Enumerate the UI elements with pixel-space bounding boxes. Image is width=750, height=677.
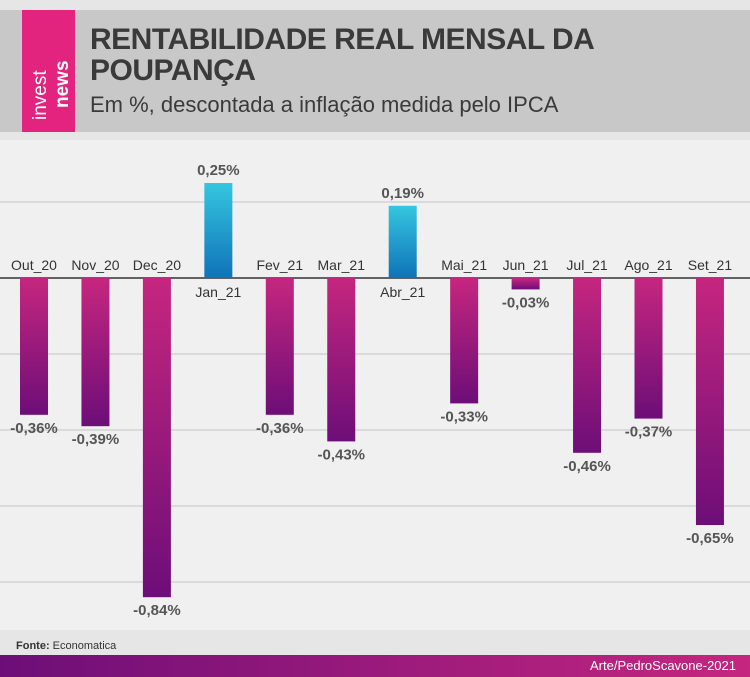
category-label: Mai_21 bbox=[441, 257, 487, 273]
data-label: -0,36% bbox=[10, 420, 58, 437]
chart-subtitle: Em %, descontada a inflação medida pelo … bbox=[90, 92, 559, 117]
bar-Ago_21 bbox=[634, 278, 663, 419]
category-label: Abr_21 bbox=[380, 284, 425, 300]
chart-title: RENTABILIDADE REAL MENSAL DA POUPANÇA bbox=[90, 23, 594, 87]
category-label: Fev_21 bbox=[256, 257, 303, 273]
credit-bar: Arte/PedroScavone-2021 bbox=[0, 655, 750, 677]
chart-svg: Out_20 -0,36% Nov_20 -0,39% Dec_20 -0,84% Jan_… bbox=[0, 162, 750, 619]
data-label: -0,37% bbox=[625, 424, 673, 441]
bar-Nov_20 bbox=[81, 278, 110, 427]
bar-Fev_21 bbox=[265, 278, 294, 415]
source-value: Economatica bbox=[52, 640, 117, 652]
category-label: Dec_20 bbox=[133, 257, 181, 273]
svg-text:news: news bbox=[52, 60, 73, 108]
category-label: Jul_21 bbox=[566, 257, 607, 273]
bar-Dec_20 bbox=[142, 278, 171, 598]
category-label: Set_21 bbox=[688, 257, 733, 273]
svg-text:invest: invest bbox=[30, 70, 51, 120]
data-label: -0,39% bbox=[72, 431, 120, 448]
category-label: Out_20 bbox=[11, 257, 57, 273]
bar-chart: Out_20 -0,36% Nov_20 -0,39% Dec_20 -0,84% Jan_… bbox=[0, 140, 750, 630]
bar-Jan_21 bbox=[204, 183, 233, 278]
category-label: Jun_21 bbox=[503, 257, 549, 273]
investnews-logo: invest news bbox=[22, 10, 75, 132]
data-label: -0,84% bbox=[133, 602, 181, 619]
data-label: -0,65% bbox=[686, 530, 734, 547]
category-label: Jan_21 bbox=[195, 284, 241, 300]
source-note: Fonte: Economatica bbox=[16, 640, 116, 652]
data-label: -0,36% bbox=[256, 420, 304, 437]
bar-Out_20 bbox=[20, 278, 48, 415]
data-label: -0,33% bbox=[440, 408, 488, 425]
bar-Mar_21 bbox=[327, 278, 356, 442]
category-label: Nov_20 bbox=[71, 257, 119, 273]
header: invest news RENTABILIDADE REAL MENSAL DA… bbox=[0, 10, 750, 132]
data-label: -0,46% bbox=[563, 458, 611, 475]
data-label: 0,25% bbox=[197, 162, 240, 179]
source-label: Fonte: bbox=[16, 640, 50, 652]
data-label: -0,03% bbox=[502, 294, 550, 311]
data-label: 0,19% bbox=[381, 185, 424, 202]
bar-Abr_21 bbox=[388, 205, 417, 278]
data-label: -0,43% bbox=[317, 446, 365, 463]
bar-Jul_21 bbox=[573, 278, 602, 453]
bar-Mai_21 bbox=[450, 278, 479, 404]
category-label: Mar_21 bbox=[318, 257, 366, 273]
bar-Jun_21 bbox=[511, 278, 540, 290]
category-label: Ago_21 bbox=[624, 257, 672, 273]
credit-text: Arte/PedroScavone-2021 bbox=[590, 658, 736, 673]
bar-Set_21 bbox=[695, 278, 724, 525]
